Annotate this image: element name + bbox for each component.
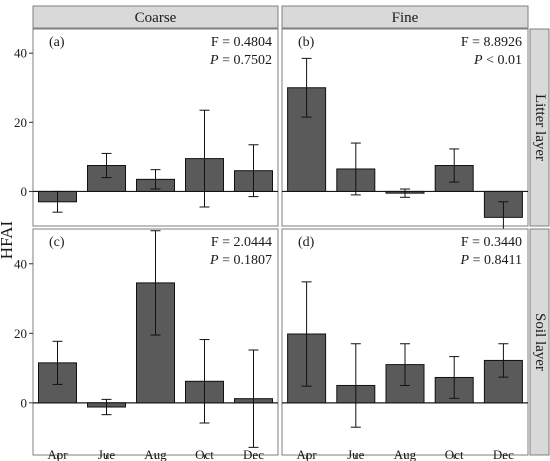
f-statistic: F = 0.4804	[211, 35, 272, 50]
y-tick-label: 20	[14, 326, 27, 341]
f-statistic: F = 8.8926	[461, 35, 522, 50]
x-tick-label-dec: Dec	[493, 447, 514, 461]
f-statistic: F = 0.3440	[461, 235, 522, 250]
strip-coarse-label: Coarse	[135, 10, 177, 26]
panel-soil-fine: (d) F = 0.3440 P = 0.8411	[281, 228, 529, 456]
p-value: P = 0.8411	[460, 253, 522, 268]
x-tick-label-aug: Aug	[394, 447, 417, 461]
panel-label: (b)	[298, 35, 315, 50]
x-tick-label-jue: Jue	[98, 447, 116, 461]
strip-fine-bg	[281, 5, 529, 29]
p-value: P = 0.7502	[209, 53, 272, 68]
y-axis-title: HFAI	[0, 220, 16, 259]
panel-label: (d)	[298, 235, 315, 250]
p-value: P = 0.1807	[209, 253, 272, 268]
panel-label: (c)	[49, 235, 65, 250]
x-tick-label-apr: Apr	[47, 447, 68, 461]
row-strips: Litter layer Soil layer	[529, 28, 550, 456]
strip-litter-label: Litter layer	[532, 94, 548, 161]
x-axis-ticks: Apr Jue Aug Oct Dec Apr Jue Aug Oct Dec	[47, 447, 514, 461]
strip-litter-bg	[529, 28, 550, 227]
y-tick-label: 40	[14, 46, 27, 61]
panel-litter-fine: (b) F = 8.8926 P < 0.01	[281, 28, 529, 234]
x-tick-label-dec: Dec	[243, 447, 264, 461]
x-tick-label-oct: Oct	[195, 447, 214, 461]
strip-coarse-bg	[32, 5, 279, 29]
strip-soil-label: Soil layer	[532, 313, 548, 371]
panel-litter-coarse: 0 20 40 (a) F = 0.4804 P = 0.7502	[14, 28, 279, 227]
y-tick-label: 0	[21, 184, 28, 199]
p-value: P < 0.01	[473, 53, 522, 68]
y-tick-label: 0	[21, 395, 28, 410]
column-strips: Coarse Fine	[32, 5, 529, 29]
x-tick-label-jue: Jue	[347, 447, 365, 461]
x-tick-label-aug: Aug	[144, 447, 167, 461]
f-statistic: F = 2.0444	[211, 235, 272, 250]
x-tick-label-apr: Apr	[296, 447, 317, 461]
x-tick-label-oct: Oct	[445, 447, 464, 461]
y-tick-label: 20	[14, 115, 27, 130]
panels: 0 20 40 (a) F = 0.4804 P = 0.7502 (b) F = 8.892…	[14, 28, 529, 456]
strip-soil-bg	[529, 228, 550, 456]
panel-label: (a)	[49, 35, 65, 50]
panel-soil-coarse: 0 20 40 (c) F = 2.0444 P = 0.1807	[14, 228, 279, 456]
y-tick-label: 40	[14, 256, 27, 271]
strip-fine-label: Fine	[392, 10, 419, 26]
